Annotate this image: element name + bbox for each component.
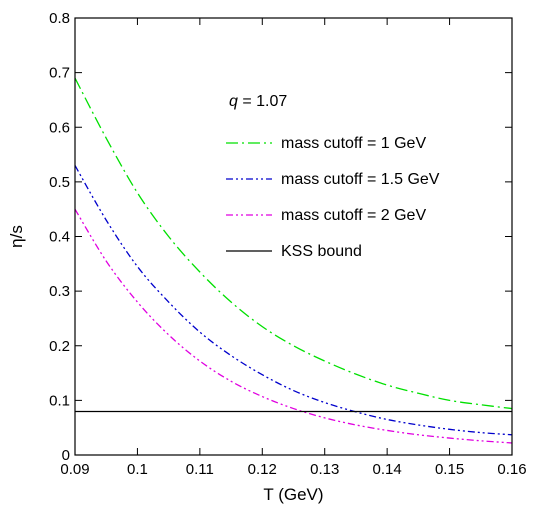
x-tick-label: 0.16 bbox=[497, 461, 526, 478]
series-layer bbox=[74, 77, 513, 444]
x-tick-label: 0.14 bbox=[373, 461, 402, 478]
x-tick-label: 0.09 bbox=[60, 461, 89, 478]
x-tick-label: 0.12 bbox=[248, 461, 277, 478]
y-tick-label: 0.5 bbox=[49, 174, 70, 191]
legend-label: KSS bound bbox=[281, 243, 362, 260]
y-tick-label: 0.7 bbox=[49, 65, 70, 82]
y-tick-label: 0.4 bbox=[49, 229, 70, 246]
legend-label: mass cutoff = 2 GeV bbox=[281, 207, 426, 224]
y-tick-label: 0.3 bbox=[49, 283, 70, 300]
legend-label: mass cutoff = 1.5 GeV bbox=[281, 171, 440, 188]
x-tick-label: 0.11 bbox=[186, 461, 214, 478]
series-line-1 bbox=[74, 77, 513, 410]
legend: mass cutoff = 1 GeV mass cutoff = 1.5 GeV… bbox=[226, 135, 440, 260]
y-tick-label: 0.1 bbox=[49, 392, 70, 409]
q-annotation-var: q bbox=[229, 93, 238, 110]
legend-label: mass cutoff = 1 GeV bbox=[281, 135, 426, 152]
y-tick-label: 0.8 bbox=[49, 10, 70, 27]
ticks-layer: 0.09 0.1 0.11 0.12 0.13 0.14 0.15 0.16 0 0.1 0.2 0.… bbox=[49, 10, 526, 478]
x-axis-label: T (GeV) bbox=[263, 485, 323, 504]
y-tick-label: 0.6 bbox=[49, 119, 70, 136]
series-line-2 bbox=[74, 165, 513, 436]
x-tick-label: 0.1 bbox=[127, 461, 148, 478]
q-annotation-value: = 1.07 bbox=[238, 93, 287, 110]
series-line-3 bbox=[74, 208, 513, 444]
q-annotation: q = 1.07 bbox=[229, 93, 287, 110]
y-axis-label: η/s bbox=[7, 225, 26, 248]
x-tick-label: 0.13 bbox=[310, 461, 339, 478]
x-tick-label: 0.15 bbox=[435, 461, 464, 478]
plot-frame bbox=[74, 17, 513, 456]
y-tick-label: 0.2 bbox=[49, 338, 70, 355]
y-tick-label: 0 bbox=[62, 447, 70, 464]
